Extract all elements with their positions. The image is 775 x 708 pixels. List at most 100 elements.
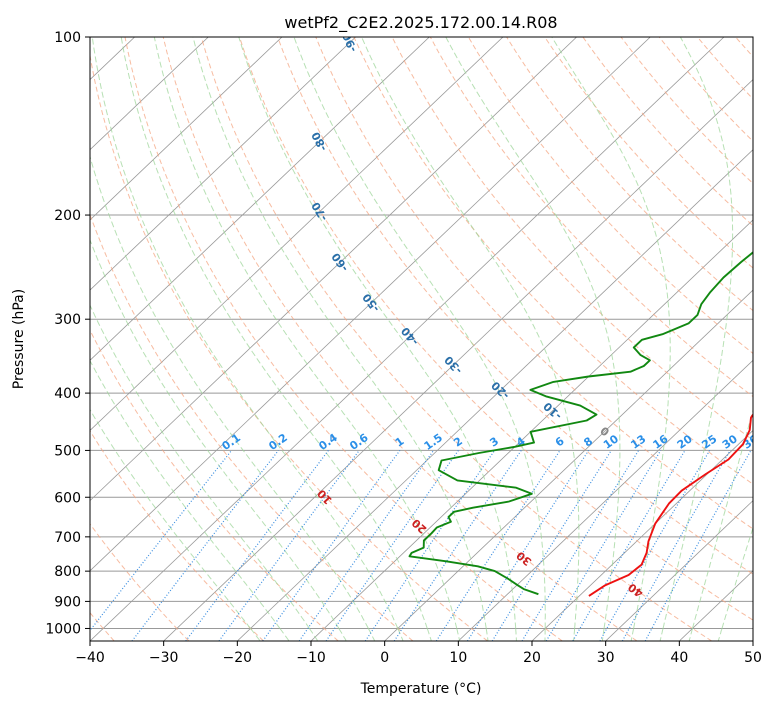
moist-adiabat-line: [293, 37, 546, 629]
dry-adiabat-line: [90, 53, 488, 641]
moist-adiabat-line: [688, 628, 693, 641]
x-tick-label: −10: [296, 650, 326, 666]
plot-frame: [89, 36, 754, 642]
moist-adiabat-line: [90, 238, 340, 629]
mixing-ratio-lines: [90, 450, 752, 641]
skewed-isotherm-gridlines: [0, 37, 753, 641]
moist-adiabat-line: [573, 628, 576, 641]
y-tick-label: 100: [54, 30, 81, 46]
dry-adiabat-label: -70: [309, 199, 331, 223]
dry-adiabat-line: [544, 37, 753, 269]
dry-adiabat-label: -90: [340, 30, 360, 54]
dry-adiabat-line: [90, 429, 264, 641]
x-tick-label: 0: [380, 650, 389, 666]
isotherm-line: [384, 289, 753, 641]
isotherm-line: [90, 37, 430, 361]
mixing-ratio-line: [262, 450, 401, 641]
x-tick-label: −20: [223, 650, 253, 666]
moist-adiabat-line: [238, 37, 517, 629]
temperature-profile-line: [588, 413, 753, 597]
moist-adiabat-line: [338, 628, 347, 641]
mixing-ratio-label: 30: [720, 432, 740, 452]
dry-adiabat-line: [200, 37, 712, 641]
moist-adiabat-line: [485, 628, 489, 641]
mixing-ratio-label: 0.1: [220, 431, 243, 453]
dry-adiabat-line: [467, 37, 753, 355]
moist-adiabat-line: [601, 628, 605, 641]
mixing-ratio-label: 20: [675, 432, 695, 452]
mixing-ratio-line: [521, 450, 640, 641]
moist-adiabat-line: [397, 628, 404, 641]
mixing-ratio-line: [466, 450, 590, 641]
dry-adiabat-line: [90, 523, 190, 641]
isotherm-line: [90, 37, 356, 291]
isotherm-line: [90, 37, 283, 221]
moist-adiabat-line: [192, 37, 487, 629]
moist-adiabat-line: [90, 359, 281, 629]
y-tick-label: 800: [54, 564, 81, 580]
dry-adiabat-line: [391, 37, 753, 441]
mixing-ratio-line: [491, 450, 612, 641]
isotherm-line: [310, 219, 753, 641]
chart-title: wetPf2_C2E2.2025.172.00.14.R08: [284, 13, 557, 33]
mixing-ratio-label: 13: [628, 432, 648, 451]
isotherm-line: [605, 500, 753, 641]
x-axis-label: Temperature (°C): [360, 681, 482, 697]
mixing-ratio-line: [393, 450, 522, 641]
mixing-ratio-label: 1: [393, 435, 407, 450]
y-tick-label: 200: [54, 208, 81, 224]
dry-adiabat-line: [353, 37, 753, 485]
moist-adiabats: [90, 37, 753, 641]
moist-adiabat-line: [91, 37, 399, 629]
moist-adiabat-line: [551, 37, 671, 629]
dry-adiabat-line: [658, 37, 753, 143]
mixing-ratio-line: [435, 450, 561, 641]
dewpoint-profile-line: [408, 251, 753, 596]
mixing-ratio-line: [621, 450, 731, 641]
moist-adiabat-line: [90, 304, 310, 629]
x-tick-label: 50: [744, 650, 762, 666]
y-tick-label: 900: [54, 594, 81, 610]
moist-adiabat-line: [308, 628, 318, 641]
y-tick-label: 400: [54, 386, 81, 402]
mixing-ratio-label: 0.6: [347, 431, 371, 453]
isotherm-line: [90, 37, 651, 572]
sounding-series: [408, 251, 753, 597]
isobar-gridlines: [90, 37, 753, 629]
mixing-ratio-label: 25: [699, 432, 719, 451]
moist-adiabat-line: [721, 526, 753, 629]
y-axis-ticks: 100 200 300 400 500 600 700 800 900 1000: [45, 30, 90, 637]
mixing-ratio-label: 1.5: [422, 431, 445, 453]
moist-adiabat-line: [445, 37, 621, 629]
moist-adiabat-line: [90, 408, 251, 629]
x-tick-label: 30: [597, 650, 615, 666]
mixing-ratio-label: 2: [451, 434, 465, 449]
mixing-ratio-line: [185, 450, 329, 641]
mixing-ratio-line: [644, 450, 752, 641]
isotherm-line: [458, 359, 753, 641]
mixing-ratio-line: [218, 450, 360, 641]
isotherm-line: [90, 37, 725, 641]
y-tick-label: 300: [54, 312, 81, 328]
moist-adiabat-line: [515, 628, 517, 641]
moist-adiabat-line: [361, 37, 580, 629]
x-tick-label: 40: [670, 650, 688, 666]
moist-adiabat-line: [630, 628, 635, 641]
isotherm-line: [0, 37, 61, 641]
moist-adiabat-line: [717, 628, 723, 641]
mixing-ratio-line: [572, 450, 686, 641]
moist-adiabat-line: [153, 37, 458, 629]
mixing-ratio-line: [599, 450, 711, 641]
moist-adiabat-line: [659, 628, 664, 641]
dry-adiabat-line: [277, 37, 753, 575]
dry-adiabat-label: 30: [514, 548, 534, 568]
x-tick-label: −30: [149, 650, 179, 666]
y-tick-label: 1000: [45, 621, 81, 637]
moist-adiabat-line: [120, 37, 428, 629]
isotherm-line: [90, 37, 504, 432]
isotherm-line: [163, 78, 753, 641]
moist-adiabat-line: [426, 628, 432, 641]
moist-adiabat-line: [456, 628, 461, 641]
mixing-ratio-line: [545, 450, 662, 641]
